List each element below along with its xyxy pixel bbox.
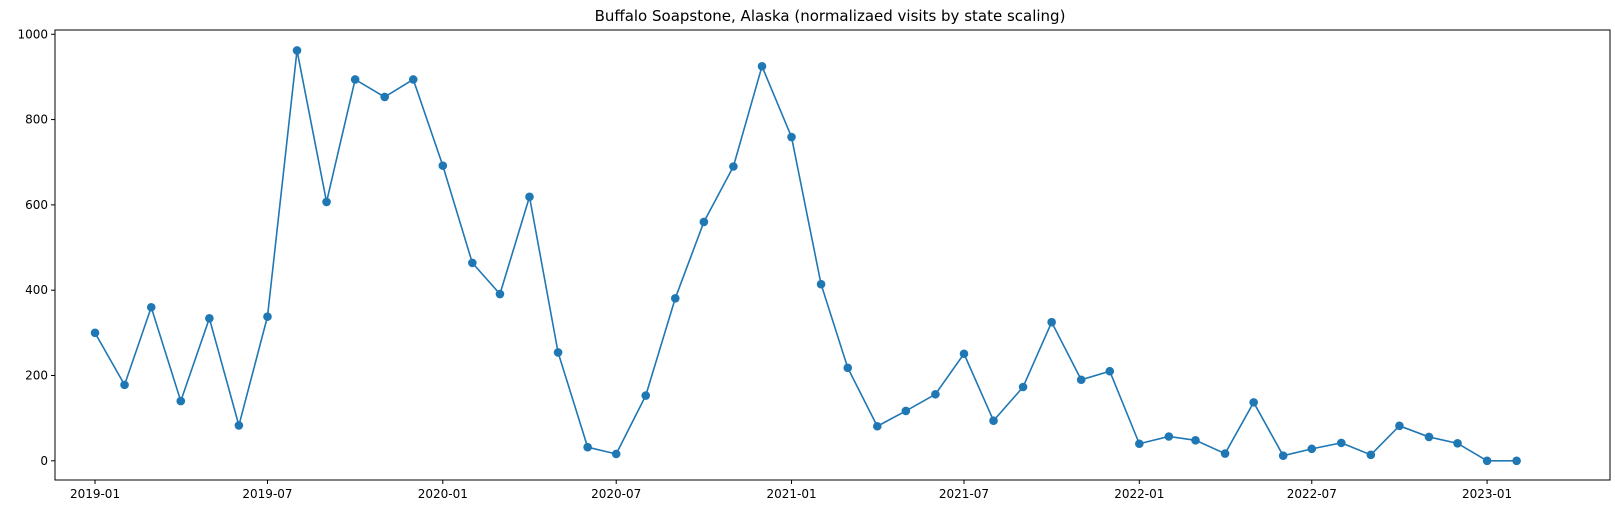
axes-frame xyxy=(54,29,1611,481)
data-point xyxy=(553,348,563,357)
data-point xyxy=(1105,366,1115,376)
data-point xyxy=(90,328,100,338)
data-point xyxy=(583,442,592,452)
data-point xyxy=(989,416,998,426)
data-point xyxy=(292,46,302,55)
data-point xyxy=(641,391,651,400)
data-point xyxy=(787,132,796,142)
data-point xyxy=(322,197,331,207)
data-point xyxy=(263,312,272,321)
y-tick-label: 400 xyxy=(25,283,48,297)
data-point xyxy=(176,396,186,406)
x-axis: 2019-01 2019-07 2020-01 2020-07 2021-01 2021-… xyxy=(70,480,1512,501)
data-point xyxy=(872,421,882,431)
x-tick-label: 2021-01 xyxy=(766,487,816,501)
data-point xyxy=(380,92,389,102)
plot-area xyxy=(90,46,1521,466)
y-tick-label: 0 xyxy=(40,454,48,468)
x-tick-label: 2020-07 xyxy=(591,487,641,501)
data-point xyxy=(120,380,129,390)
data-point xyxy=(1164,432,1174,441)
data-point xyxy=(146,302,156,312)
data-point xyxy=(1307,444,1317,454)
data-point xyxy=(1018,382,1028,392)
data-point xyxy=(234,421,244,430)
data-point xyxy=(611,449,621,459)
data-point xyxy=(1076,375,1086,385)
data-point xyxy=(757,61,767,71)
data-point xyxy=(816,279,826,289)
data-point xyxy=(1337,438,1346,448)
y-tick-label: 800 xyxy=(25,113,48,127)
data-point xyxy=(670,293,680,303)
data-point xyxy=(1135,439,1144,449)
y-tick-label: 200 xyxy=(25,368,48,382)
x-tick-label: 2019-07 xyxy=(242,487,292,501)
y-tick-label: 600 xyxy=(25,198,48,212)
data-point xyxy=(1366,450,1376,460)
data-point xyxy=(1482,456,1492,466)
data-point xyxy=(468,258,477,268)
x-tick-label: 2022-01 xyxy=(1114,487,1164,501)
data-point xyxy=(1453,439,1462,448)
data-point xyxy=(350,75,360,84)
y-axis: 0 200 400 600 800 1000 xyxy=(17,27,55,468)
data-point xyxy=(843,363,853,373)
chart-title: Buffalo Soapstone, Alaska (normalizaed v… xyxy=(595,7,1066,25)
data-point xyxy=(1424,432,1434,442)
x-tick-label: 2020-01 xyxy=(418,487,468,501)
data-point xyxy=(408,75,418,84)
data-point xyxy=(901,406,911,416)
x-tick-label: 2023-01 xyxy=(1462,487,1512,501)
data-point xyxy=(1191,436,1200,445)
x-tick-label: 2022-07 xyxy=(1287,487,1337,501)
data-point xyxy=(438,161,448,170)
data-point xyxy=(729,162,738,171)
data-point xyxy=(205,314,214,323)
data-point xyxy=(1220,449,1230,458)
data-point xyxy=(1249,398,1258,407)
data-point xyxy=(959,349,969,359)
x-tick-label: 2019-01 xyxy=(70,487,120,501)
data-point xyxy=(525,192,534,202)
data-point xyxy=(1047,317,1056,327)
data-point xyxy=(931,389,940,399)
data-point xyxy=(1395,421,1404,431)
data-point xyxy=(1512,456,1521,466)
data-point xyxy=(1278,451,1288,460)
data-point xyxy=(699,217,709,227)
x-tick-label: 2021-07 xyxy=(939,487,989,501)
series-line xyxy=(94,50,1517,462)
y-tick-label: 1000 xyxy=(17,27,48,41)
data-point xyxy=(495,289,505,299)
